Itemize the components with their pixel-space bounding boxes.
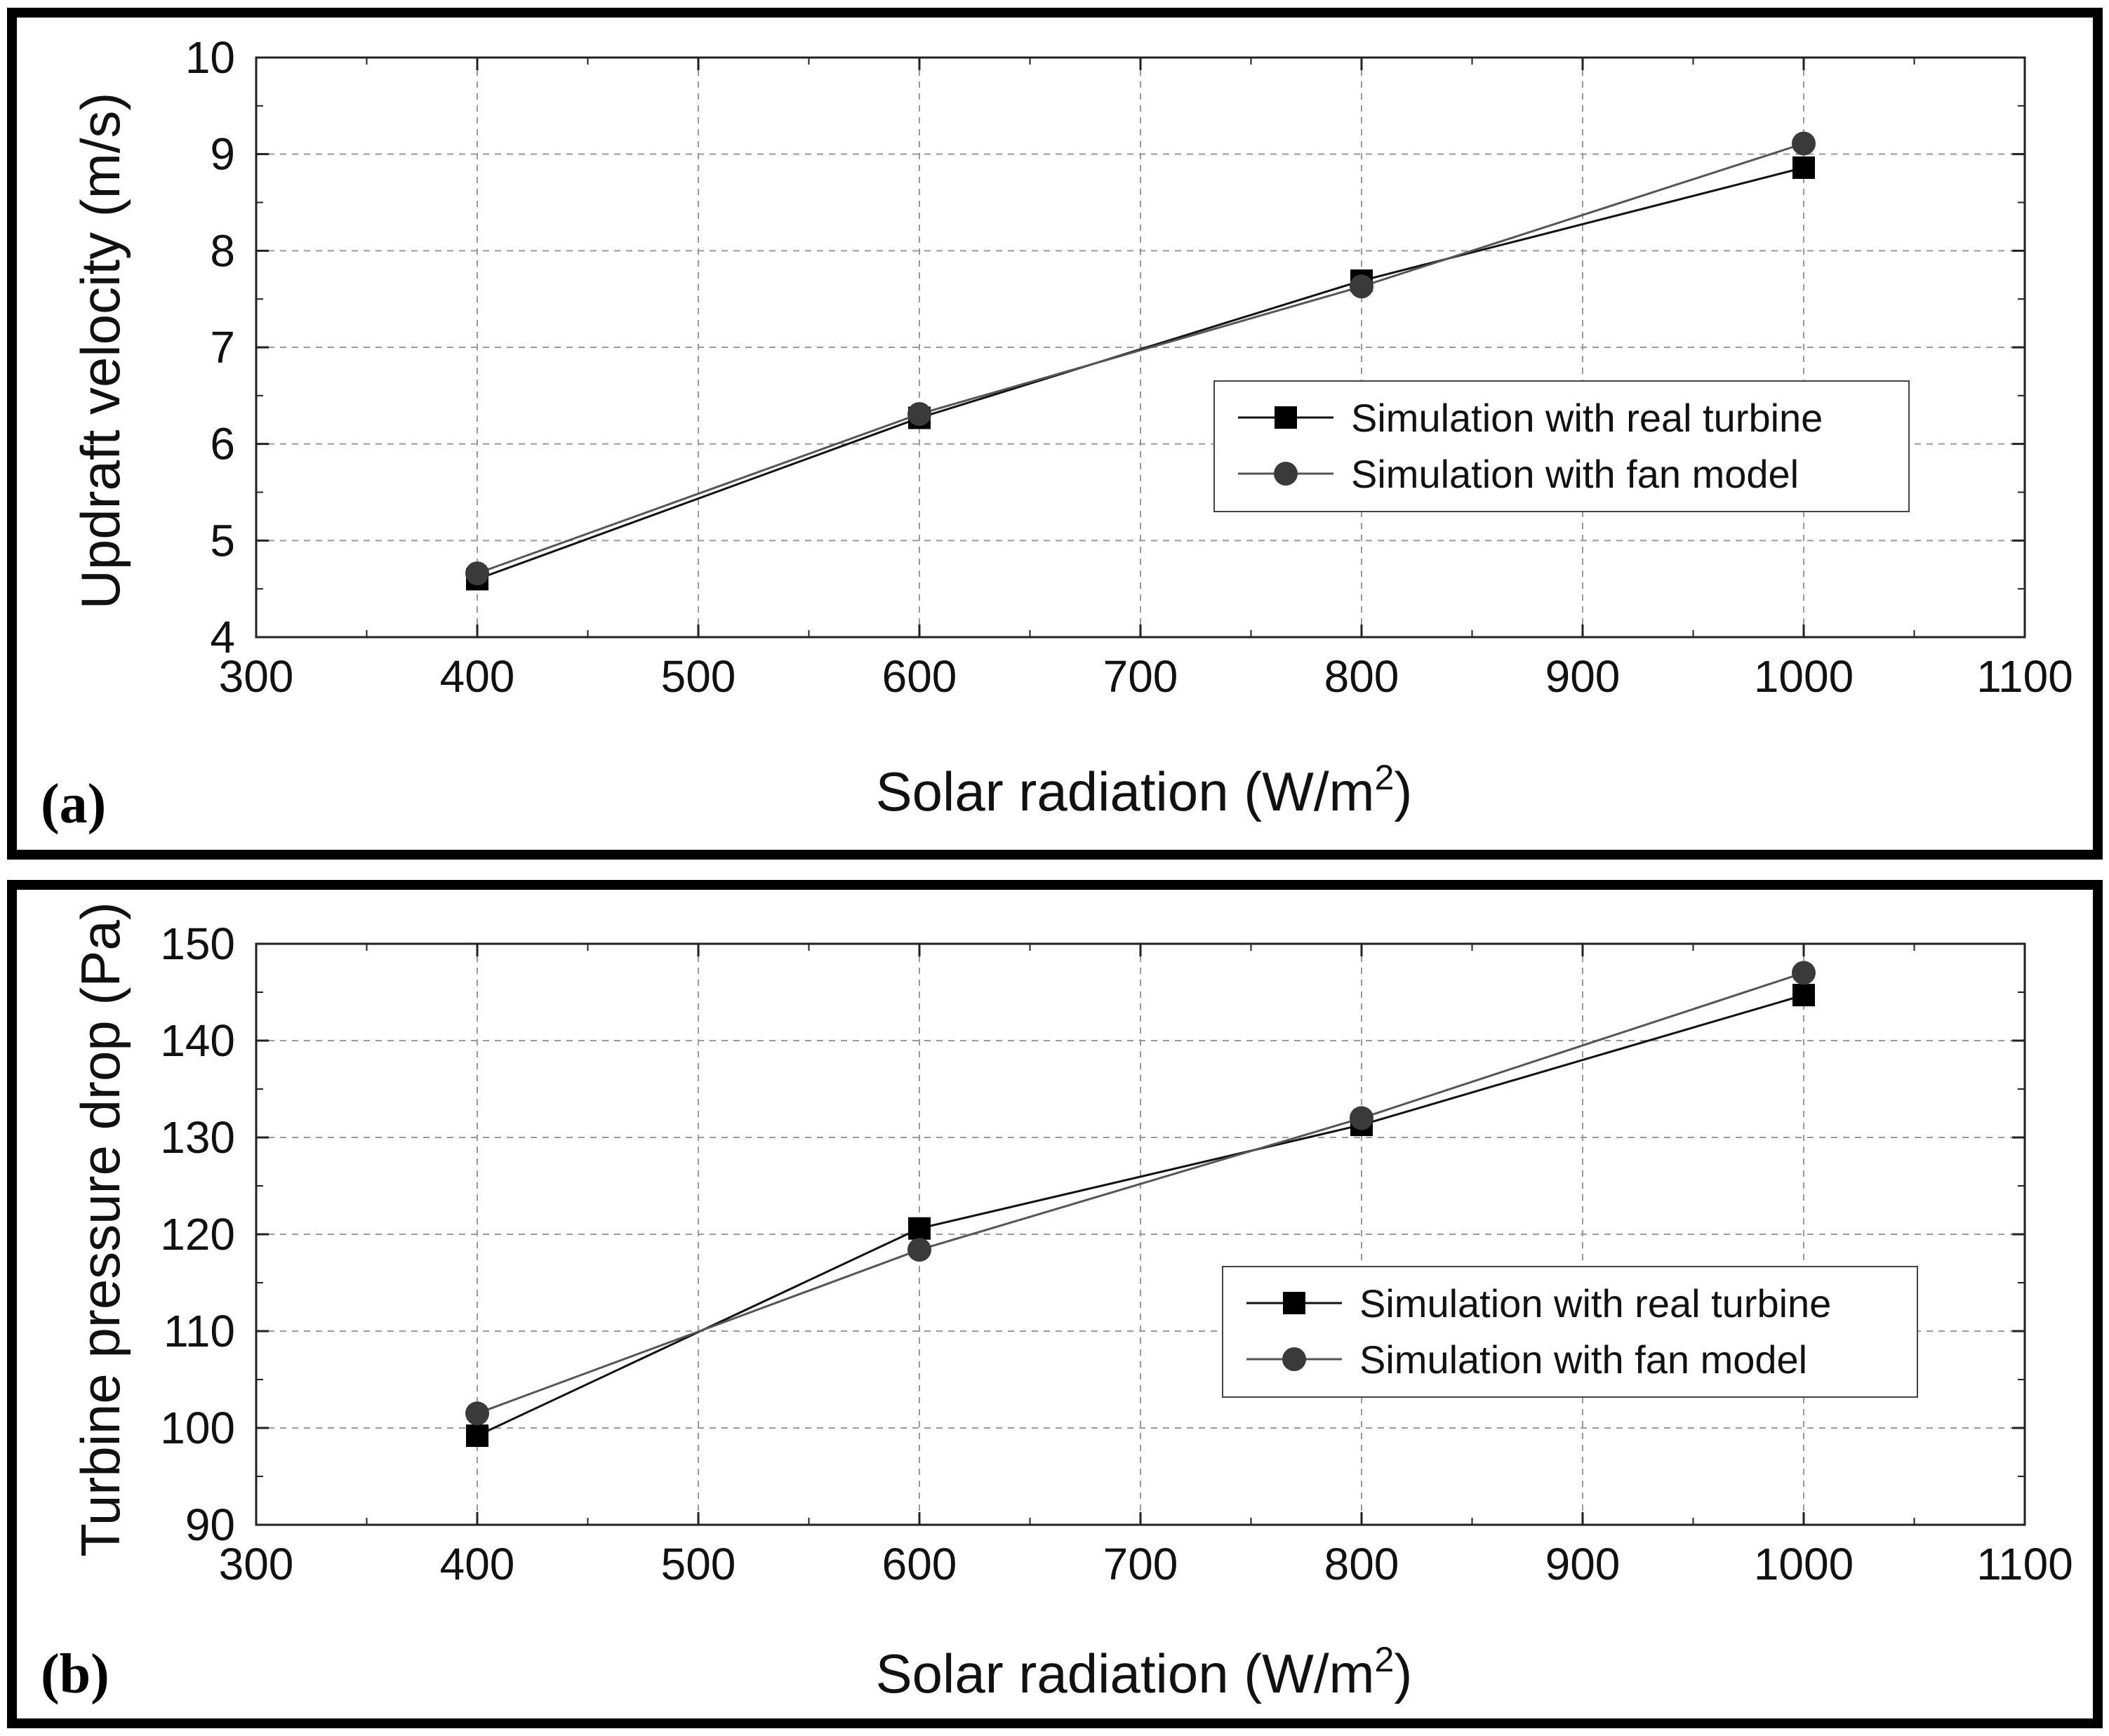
chart-b-xlabel: Solar radiation (W/m2) [876, 1640, 1413, 1704]
x-tick-label: 400 [440, 1539, 515, 1589]
x-tick-label: 500 [661, 1539, 736, 1589]
y-tick-label: 150 [160, 919, 235, 969]
legend-marker-circle [1282, 1347, 1306, 1371]
legend-marker-circle [1274, 462, 1298, 486]
x-tick-label: 700 [1103, 651, 1178, 702]
series-line-fan-model [477, 971, 1804, 1415]
y-tick-label: 4 [210, 612, 235, 662]
x-tick-label: 1100 [1976, 651, 2073, 702]
y-tick-label: 7 [210, 322, 235, 373]
data-point-square [466, 1424, 488, 1448]
y-tick-label: 9 [210, 129, 235, 180]
y-tick-label: 110 [164, 1306, 235, 1356]
chart-b: 300 400 500 600 700 800 900 1000 1100 90 100 110 120… [160, 919, 2073, 1589]
data-point-circle [1792, 131, 1816, 156]
data-point-square [908, 1217, 931, 1240]
data-point-circle [465, 561, 489, 586]
x-tick-label: 1100 [1976, 1539, 2073, 1589]
y-tick-label: 120 [160, 1209, 235, 1260]
data-point-circle [465, 1401, 489, 1426]
chart-b-ylabel: Turbine pressure drop (Pa) [69, 902, 131, 1557]
legend-box [1213, 380, 1910, 512]
x-tick-label: 1000 [1754, 651, 1854, 702]
x-tick-label: 900 [1545, 651, 1621, 702]
data-point-circle [907, 401, 931, 426]
panel-a: 300 400 500 600 700 800 900 1000 1100 4 5 6 7 8 9 10 Sim… [7, 8, 2103, 860]
x-tick-label: 1000 [1754, 1539, 1854, 1589]
chart-a: 300 400 500 600 700 800 900 1000 1100 4 5 6 7 8 9 10 Sim… [185, 32, 2073, 702]
data-point-square [1792, 156, 1815, 179]
y-tick-label: 140 [160, 1015, 235, 1066]
x-tick-label: 800 [1324, 1539, 1399, 1589]
panel-b: 300 400 500 600 700 800 900 1000 1100 90 100 110 120… [7, 880, 2103, 1728]
x-tick-label: 300 [219, 651, 294, 702]
data-point-square [1792, 984, 1815, 1007]
legend-box [1222, 1266, 1918, 1398]
panel-b-label: (b) [41, 1643, 109, 1705]
x-tick-label: 600 [882, 651, 957, 702]
data-point-circle [907, 1238, 931, 1262]
x-tick-label: 900 [1545, 1539, 1621, 1589]
y-tick-label: 90 [185, 1500, 235, 1550]
y-tick-label: 6 [210, 419, 235, 469]
data-point-circle [1350, 1106, 1373, 1130]
y-tick-label: 5 [210, 515, 235, 566]
x-tick-label: 500 [661, 651, 736, 702]
legend-label: Simulation with fan model [1351, 452, 1799, 496]
x-tick-label: 600 [882, 1539, 957, 1589]
data-point-circle [1792, 961, 1816, 985]
data-point-circle [1350, 274, 1373, 299]
y-tick-label: 130 [160, 1112, 235, 1163]
y-tick-label: 8 [210, 225, 235, 276]
x-tick-label: 400 [440, 651, 515, 702]
chart-a-xlabel: Solar radiation (W/m2) [876, 758, 1413, 822]
legend-label: Simulation with real turbine [1359, 1281, 1831, 1326]
panel-a-label: (a) [41, 773, 106, 835]
legend-label: Simulation with fan model [1359, 1337, 1807, 1382]
x-tick-label: 700 [1103, 1539, 1178, 1589]
legend-marker-square [1275, 406, 1297, 429]
x-tick-label: 800 [1324, 651, 1399, 702]
series-line-fan-model [477, 142, 1804, 575]
chart-a-ylabel: Updraft velocity (m/s) [69, 93, 131, 610]
legend-label: Simulation with real turbine [1351, 396, 1823, 440]
y-tick-label: 100 [160, 1403, 235, 1453]
x-tick-label: 300 [219, 1539, 294, 1589]
legend-marker-square [1283, 1292, 1305, 1314]
y-tick-label: 10 [185, 32, 235, 83]
